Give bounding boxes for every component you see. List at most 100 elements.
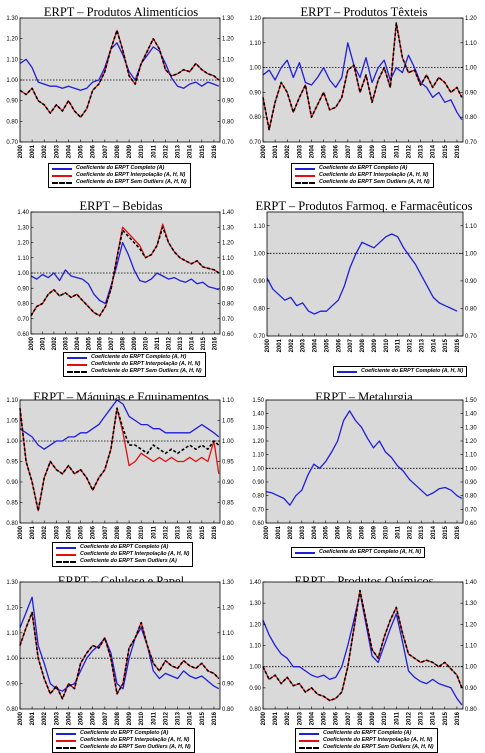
y-tick-label-right: 0.60: [465, 521, 477, 527]
x-tick-label: 2013: [178, 336, 184, 350]
y-tick-label-left: 1.30: [249, 601, 261, 607]
y-tick-label-right: 0.80: [222, 119, 234, 125]
series-line-completo: [262, 42, 463, 121]
x-tick-label: 2007: [346, 711, 352, 725]
y-tick-label-left: 1.00: [17, 271, 29, 277]
y-tick-label-left: 0.70: [249, 140, 261, 146]
y-tick-label-left: 1.20: [6, 605, 18, 611]
legend-entry: Coeficiente do ERPT Completo (A): [56, 730, 191, 737]
y-tick-label-left: 0.90: [252, 480, 264, 486]
x-tick-label: 2007: [103, 711, 109, 725]
x-tick-label: 2014: [431, 525, 437, 539]
chart-svg: 0.60 0.60 0.70 0.70 0.80 0.80 0.90 0.90 1.00 1.00…: [17, 210, 234, 350]
legend-label: Coeficiente do ERPT Sem Outliers (A, H, …: [91, 368, 202, 374]
x-tick-label: 2016: [455, 338, 461, 352]
y-tick-label-right: 1.10: [222, 631, 234, 637]
legend-swatch: [56, 546, 76, 549]
y-tick-label-right: 0.80: [465, 707, 477, 713]
legend-label: Coeficiente do ERPT Completo (A): [80, 730, 169, 736]
y-tick-label-left: 0.80: [249, 115, 261, 121]
legend: Coeficiente do ERPT Completo (A, H, N): [333, 366, 468, 377]
x-tick-label: 2014: [188, 525, 194, 539]
x-tick-label: 2005: [79, 144, 85, 158]
y-tick-label-right: 0.90: [465, 90, 477, 96]
x-tick-label: 2000: [261, 711, 267, 725]
x-tick-label: 2010: [139, 144, 145, 158]
chart-svg: 0.80 0.80 0.90 0.90 1.00 1.00 1.10 1.10 1.20 1.20…: [249, 580, 477, 725]
x-tick-label: 2001: [30, 711, 36, 725]
chart-panel-1: ERPT – Produtos Têxteis 0.70 0.70 0.80 0.80…: [243, 0, 485, 188]
x-tick-label: 2002: [285, 711, 291, 725]
x-tick-label: 2011: [155, 336, 161, 350]
y-tick-label-right: 0.90: [465, 686, 477, 692]
x-tick-label: 2010: [382, 711, 388, 725]
legend: Coeficiente do ERPT Completo (A) Coeficie…: [295, 728, 438, 753]
x-tick-label: 2016: [212, 144, 218, 158]
y-tick-label-right: 1.10: [222, 398, 234, 404]
x-tick-label: 2015: [443, 711, 449, 725]
series-line-completo: [265, 410, 463, 506]
y-tick-label-right: 1.10: [465, 453, 477, 459]
x-tick-label: 2003: [297, 711, 303, 725]
legend: Coeficiente do ERPT Completo (A) Coeficie…: [291, 163, 434, 188]
y-tick-label-left: 1.20: [252, 439, 264, 445]
legend-swatch: [67, 363, 87, 366]
y-tick-label-right: 1.00: [465, 251, 477, 257]
legend-swatch: [52, 167, 72, 170]
y-tick-label-right: 1.00: [222, 439, 234, 445]
y-tick-label-left: 1.00: [252, 466, 264, 472]
chart-svg: 0.70 0.70 0.80 0.80 0.90 0.90 1.00 1.00 1.10 1.10…: [6, 16, 234, 158]
x-tick-label: 2001: [276, 525, 282, 539]
x-tick-label: 2008: [360, 525, 366, 539]
chart-panel-3: ERPT – Produtos Farmoq. e Farmacêuticos …: [243, 194, 485, 384]
legend-label: Coeficiente do ERPT Completo (A): [319, 165, 408, 171]
legend-entry: Coeficiente do ERPT Completo (A, H, N): [295, 549, 421, 556]
series-line-sem_outliers: [19, 611, 220, 700]
y-tick-label-left: 0.80: [253, 306, 265, 312]
y-tick-label-left: 0.95: [6, 460, 18, 466]
legend-swatch: [295, 181, 315, 184]
x-tick-label: 2007: [103, 144, 109, 158]
x-tick-label: 2000: [18, 525, 24, 539]
x-tick-label: 2003: [301, 338, 307, 352]
x-tick-label: 2004: [75, 336, 81, 350]
y-tick-label-right: 1.10: [465, 644, 477, 650]
x-tick-label: 2002: [42, 144, 48, 158]
x-tick-label: 2010: [384, 338, 390, 352]
y-tick-label-left: 1.30: [6, 580, 18, 586]
legend: Coeficiente do ERPT Completo (A) Coeficie…: [52, 542, 194, 567]
legend-swatch: [295, 174, 315, 177]
y-tick-label-left: 0.85: [6, 501, 18, 507]
series-line-completo: [19, 596, 220, 692]
plot-frame: [266, 211, 464, 337]
x-tick-label: 2004: [312, 525, 318, 539]
y-tick-label-left: 0.90: [6, 99, 18, 105]
y-tick-label-right: 0.90: [222, 682, 234, 688]
x-tick-label: 2000: [261, 144, 267, 158]
chart-title: ERPT – Bebidas: [79, 199, 163, 213]
x-tick-label: 2011: [151, 144, 157, 158]
x-tick-label: 2012: [166, 336, 172, 350]
series-line-completo: [19, 42, 220, 91]
legend-entry: Coeficiente do ERPT Interpolação (A, H, …: [56, 551, 189, 558]
x-tick-label: 2001: [30, 525, 36, 539]
x-tick-label: 2006: [91, 711, 97, 725]
x-tick-label: 2012: [406, 711, 412, 725]
x-tick-label: 2001: [30, 144, 36, 158]
x-tick-label: 2013: [176, 711, 182, 725]
legend-entry: Coeficiente do ERPT Sem Outliers (A): [56, 558, 189, 565]
x-tick-label: 2000: [264, 525, 270, 539]
legend-entry: Coeficiente do ERPT Completo (A, H): [67, 354, 202, 361]
x-tick-label: 2013: [176, 144, 182, 158]
y-tick-label-right: 0.60: [222, 332, 234, 338]
chart-svg: 0.60 0.60 0.70 0.70 0.80 0.80 0.90 0.90 1.00 1.00…: [252, 398, 477, 539]
x-tick-label: 2010: [382, 144, 388, 158]
x-tick-label: 2015: [200, 525, 206, 539]
x-tick-label: 2012: [408, 338, 414, 352]
y-tick-label-right: 1.30: [222, 16, 234, 22]
chart-panel-4: ERPT – Máquinas e Equipamentos 0.80 0.80 0…: [0, 388, 242, 578]
series-line-completo: [266, 233, 458, 315]
x-tick-label: 2007: [348, 525, 354, 539]
y-tick-label-left: 1.00: [253, 251, 265, 257]
y-tick-label-left: 1.10: [6, 631, 18, 637]
